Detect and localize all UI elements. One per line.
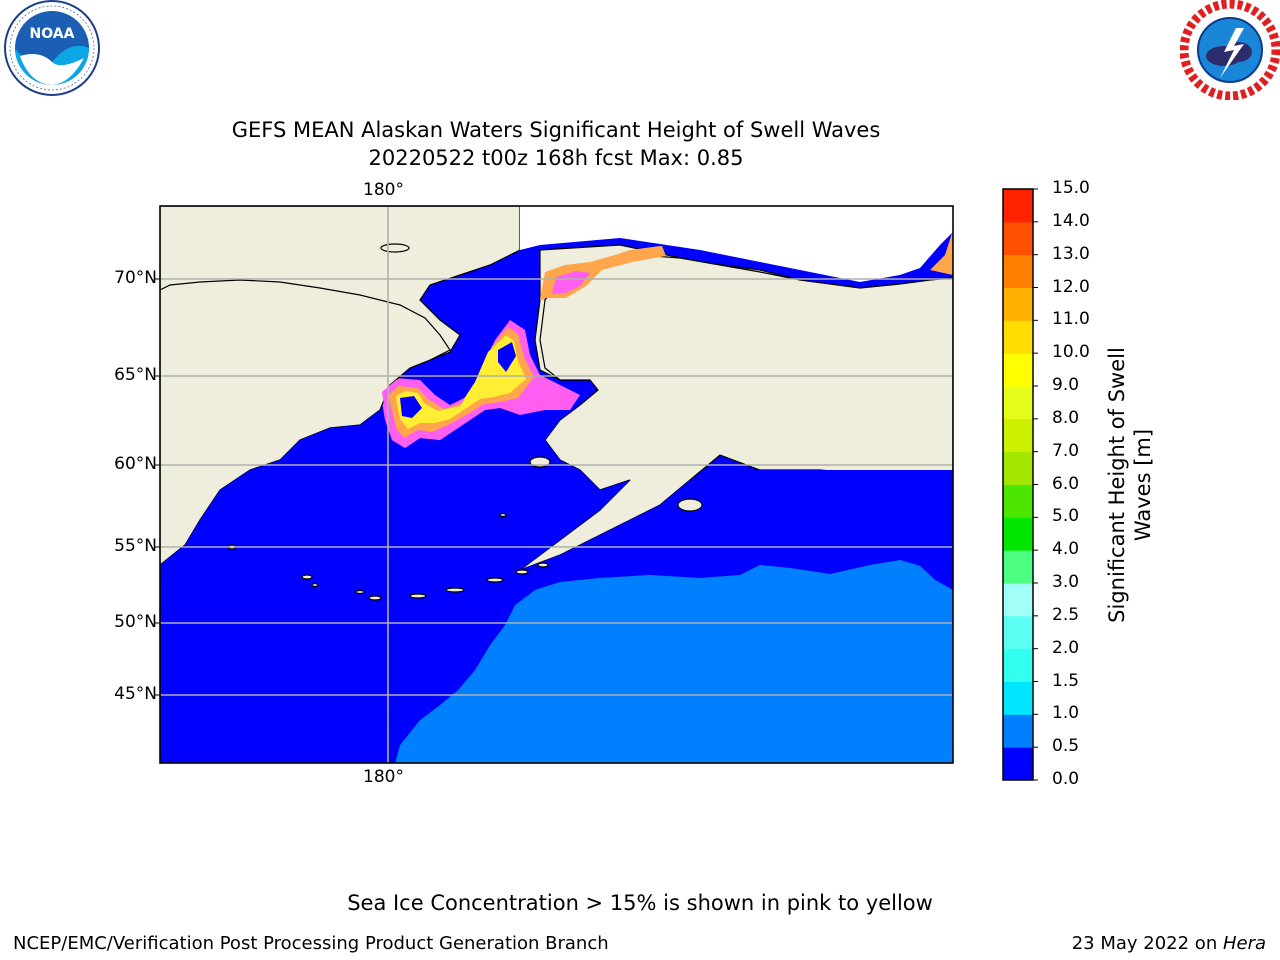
nws-logo bbox=[1180, 0, 1280, 100]
footer-credit: NCEP/EMC/Verification Post Processing Pr… bbox=[13, 933, 609, 954]
colorbar-tick-label: 9.0 bbox=[1052, 375, 1080, 395]
lat-label-50: 50°N bbox=[114, 612, 157, 632]
colorbar-label: Significant Height of Swell Waves [m] bbox=[1105, 347, 1155, 623]
colorbar-segment bbox=[1003, 287, 1033, 321]
colorbar-tick-label: 8.0 bbox=[1052, 407, 1080, 428]
grid bbox=[160, 206, 953, 763]
aleutian-islands bbox=[227, 243, 703, 601]
colorbar-tick-label: 15.0 bbox=[1052, 178, 1090, 198]
colorbar-segment bbox=[1003, 583, 1033, 617]
lon-label-top: 180° bbox=[363, 180, 404, 200]
colorbar-tick-label: 7.0 bbox=[1052, 440, 1080, 461]
map-title: GEFS MEAN Alaskan Waters Significant Hei… bbox=[231, 118, 881, 142]
colorbar-segment bbox=[1003, 451, 1033, 485]
footer-machine: Hera bbox=[1222, 933, 1266, 954]
lat-label-60: 60°N bbox=[114, 454, 157, 474]
colorbar-segment bbox=[1003, 714, 1033, 748]
footer-date: 23 May 2022 on Hera bbox=[1072, 933, 1266, 954]
colorbar-segment bbox=[1003, 386, 1033, 420]
colorbar-segment bbox=[1003, 615, 1033, 650]
colorbar-tick-label: 13.0 bbox=[1052, 243, 1090, 264]
lon-label-bottom: 180° bbox=[363, 767, 404, 787]
lat-label-55: 55°N bbox=[114, 536, 157, 556]
colorbar-segment bbox=[1003, 747, 1033, 781]
colorbar-tick-label: 11.0 bbox=[1052, 309, 1090, 330]
sea-ice-note: Sea Ice Concentration > 15% is shown in … bbox=[347, 891, 933, 915]
map-subtitle: 20220522 t00z 168h fcst Max: 0.85 bbox=[368, 146, 744, 170]
footer-date-text: 23 May 2022 on bbox=[1071, 933, 1223, 954]
colorbar-tick-label: 10.0 bbox=[1052, 342, 1090, 363]
colorbar-tick-label: 1.5 bbox=[1052, 670, 1080, 691]
lat-label-65: 65°N bbox=[114, 365, 157, 385]
colorbar-segment bbox=[1003, 254, 1033, 288]
colorbar-tick-label: 3.0 bbox=[1052, 572, 1080, 592]
colorbar-tick-label: 14.0 bbox=[1052, 210, 1090, 231]
map-frame bbox=[159, 205, 954, 764]
colorbar-segment bbox=[1003, 681, 1033, 715]
colorbar-segment bbox=[1003, 648, 1033, 682]
ocean-mid bbox=[395, 560, 953, 763]
colorbar-segment bbox=[1003, 353, 1033, 387]
colorbar-tick-label: 1.0 bbox=[1052, 703, 1080, 724]
colorbar-segment bbox=[1003, 221, 1033, 256]
colorbar-segment bbox=[1003, 484, 1033, 518]
colorbar-segment bbox=[1003, 550, 1033, 584]
colorbar-tick-label: 4.0 bbox=[1052, 539, 1080, 560]
noaa-logo-text: NOAA bbox=[30, 26, 75, 42]
colorbar bbox=[1002, 188, 1038, 781]
colorbar-tick-label: 6.0 bbox=[1052, 473, 1080, 494]
colorbar-tick-label: 2.0 bbox=[1052, 637, 1080, 658]
colorbar-tick-label: 0.5 bbox=[1052, 736, 1080, 757]
colorbar-tick-label: 2.5 bbox=[1052, 604, 1080, 625]
noaa-logo: NOAA bbox=[4, 0, 100, 96]
lat-label-70: 70°N bbox=[114, 268, 157, 288]
colorbar-segment bbox=[1003, 418, 1033, 453]
colorbar-tick-label: 0.0 bbox=[1052, 769, 1080, 789]
colorbar-segment bbox=[1003, 189, 1033, 223]
colorbar-tick-label: 5.0 bbox=[1052, 506, 1080, 527]
colorbar-tick-label: 12.0 bbox=[1052, 276, 1090, 297]
colorbar-segment bbox=[1003, 517, 1033, 551]
lat-label-45: 45°N bbox=[114, 684, 157, 704]
colorbar-segment bbox=[1003, 320, 1033, 354]
